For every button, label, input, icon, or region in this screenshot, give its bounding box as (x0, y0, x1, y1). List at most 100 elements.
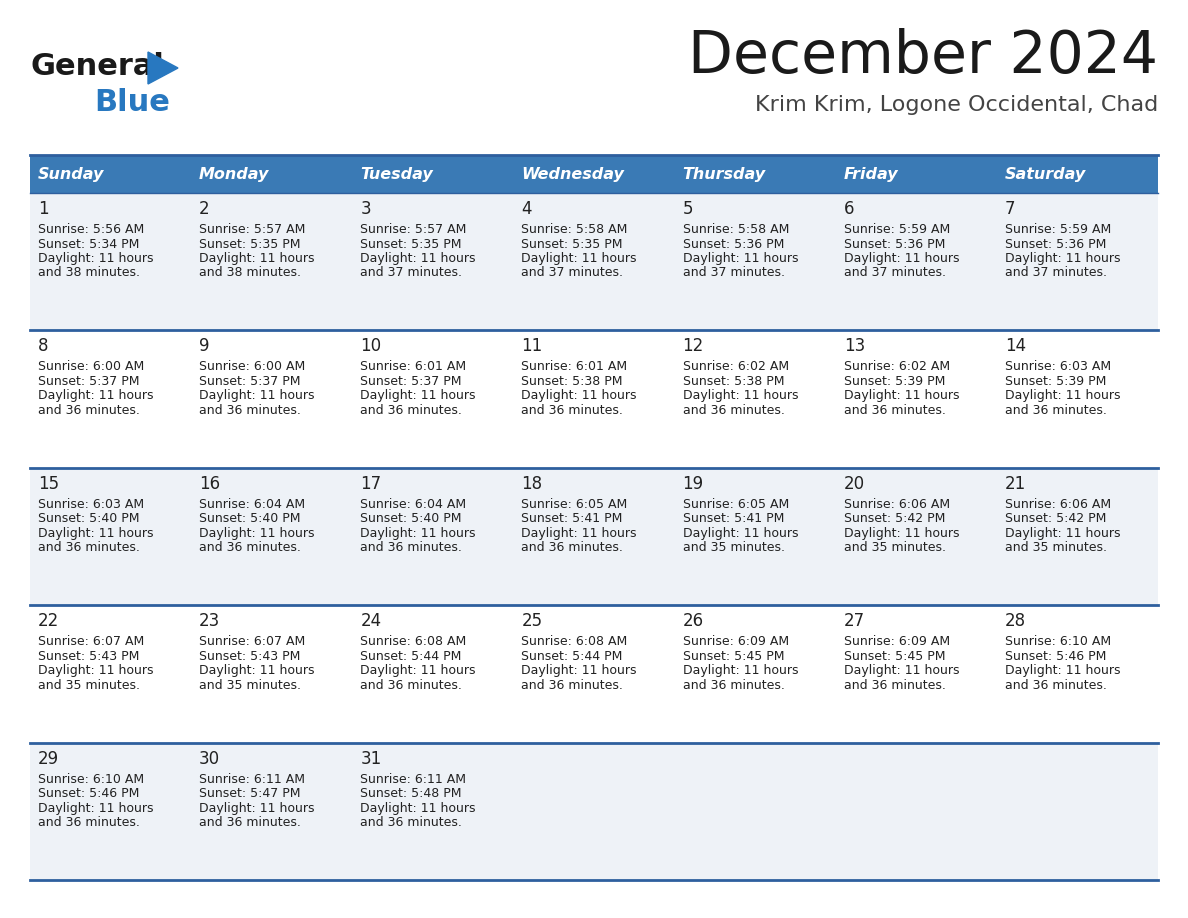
Bar (997, 193, 1158, 330)
Text: and 36 minutes.: and 36 minutes. (522, 404, 624, 417)
Text: and 36 minutes.: and 36 minutes. (1005, 678, 1107, 691)
Text: Daylight: 11 hours: Daylight: 11 hours (522, 389, 637, 402)
Text: Daylight: 11 hours: Daylight: 11 hours (360, 801, 475, 814)
Text: Daylight: 11 hours: Daylight: 11 hours (1005, 252, 1120, 265)
Bar (675, 155, 835, 193)
Bar (513, 193, 675, 330)
Text: Sunset: 5:40 PM: Sunset: 5:40 PM (360, 512, 462, 525)
Text: 20: 20 (843, 475, 865, 493)
Text: Sunrise: 5:59 AM: Sunrise: 5:59 AM (843, 223, 950, 236)
Text: Saturday: Saturday (1005, 167, 1086, 183)
Text: and 36 minutes.: and 36 minutes. (843, 404, 946, 417)
Text: Sunrise: 6:04 AM: Sunrise: 6:04 AM (360, 498, 467, 510)
Text: 29: 29 (38, 750, 59, 767)
Text: Daylight: 11 hours: Daylight: 11 hours (843, 252, 959, 265)
Bar (997, 605, 1158, 743)
Text: 23: 23 (200, 612, 221, 630)
Text: and 36 minutes.: and 36 minutes. (38, 542, 140, 554)
Polygon shape (148, 52, 178, 84)
Text: Sunset: 5:38 PM: Sunset: 5:38 PM (522, 375, 623, 388)
Bar (513, 605, 675, 743)
Text: Sunrise: 6:06 AM: Sunrise: 6:06 AM (843, 498, 950, 510)
Bar (997, 468, 1158, 605)
Text: Sunrise: 6:02 AM: Sunrise: 6:02 AM (683, 361, 789, 374)
Bar (513, 155, 675, 193)
Text: 21: 21 (1005, 475, 1026, 493)
Text: Sunset: 5:43 PM: Sunset: 5:43 PM (200, 650, 301, 663)
Text: Daylight: 11 hours: Daylight: 11 hours (360, 527, 475, 540)
Text: Sunset: 5:38 PM: Sunset: 5:38 PM (683, 375, 784, 388)
Text: and 38 minutes.: and 38 minutes. (38, 266, 140, 279)
Text: Daylight: 11 hours: Daylight: 11 hours (522, 665, 637, 677)
Text: and 36 minutes.: and 36 minutes. (200, 404, 301, 417)
Text: and 36 minutes.: and 36 minutes. (38, 816, 140, 829)
Bar (997, 330, 1158, 468)
Text: 4: 4 (522, 200, 532, 218)
Text: and 36 minutes.: and 36 minutes. (1005, 404, 1107, 417)
Text: Sunset: 5:43 PM: Sunset: 5:43 PM (38, 650, 139, 663)
Text: Sunset: 5:42 PM: Sunset: 5:42 PM (1005, 512, 1106, 525)
Text: and 36 minutes.: and 36 minutes. (360, 404, 462, 417)
Text: Daylight: 11 hours: Daylight: 11 hours (843, 389, 959, 402)
Text: 8: 8 (38, 338, 49, 355)
Text: Sunrise: 6:04 AM: Sunrise: 6:04 AM (200, 498, 305, 510)
Text: Daylight: 11 hours: Daylight: 11 hours (1005, 527, 1120, 540)
Bar (675, 330, 835, 468)
Text: Sunrise: 6:03 AM: Sunrise: 6:03 AM (38, 498, 144, 510)
Text: Sunday: Sunday (38, 167, 105, 183)
Bar (30, 605, 191, 743)
Text: Sunrise: 6:11 AM: Sunrise: 6:11 AM (360, 773, 466, 786)
Text: Sunset: 5:35 PM: Sunset: 5:35 PM (522, 238, 623, 251)
Bar (835, 743, 997, 880)
Text: Sunset: 5:36 PM: Sunset: 5:36 PM (843, 238, 946, 251)
Text: 3: 3 (360, 200, 371, 218)
Text: Sunset: 5:34 PM: Sunset: 5:34 PM (38, 238, 139, 251)
Bar (997, 155, 1158, 193)
Text: 16: 16 (200, 475, 220, 493)
Text: and 36 minutes.: and 36 minutes. (200, 816, 301, 829)
Text: Sunset: 5:41 PM: Sunset: 5:41 PM (522, 512, 623, 525)
Text: Daylight: 11 hours: Daylight: 11 hours (200, 527, 315, 540)
Text: 6: 6 (843, 200, 854, 218)
Text: Sunset: 5:44 PM: Sunset: 5:44 PM (360, 650, 462, 663)
Text: Sunset: 5:40 PM: Sunset: 5:40 PM (200, 512, 301, 525)
Text: 27: 27 (843, 612, 865, 630)
Text: Daylight: 11 hours: Daylight: 11 hours (38, 801, 153, 814)
Text: and 37 minutes.: and 37 minutes. (522, 266, 624, 279)
Bar (30, 743, 191, 880)
Text: Sunrise: 5:58 AM: Sunrise: 5:58 AM (683, 223, 789, 236)
Text: 14: 14 (1005, 338, 1026, 355)
Bar (835, 330, 997, 468)
Text: Friday: Friday (843, 167, 898, 183)
Text: Sunrise: 6:10 AM: Sunrise: 6:10 AM (38, 773, 144, 786)
Text: 25: 25 (522, 612, 543, 630)
Text: and 36 minutes.: and 36 minutes. (683, 678, 784, 691)
Text: Daylight: 11 hours: Daylight: 11 hours (683, 252, 798, 265)
Bar (30, 468, 191, 605)
Bar (191, 468, 353, 605)
Text: Daylight: 11 hours: Daylight: 11 hours (843, 527, 959, 540)
Text: 11: 11 (522, 338, 543, 355)
Text: Daylight: 11 hours: Daylight: 11 hours (360, 665, 475, 677)
Bar (353, 468, 513, 605)
Text: and 35 minutes.: and 35 minutes. (843, 542, 946, 554)
Bar (835, 468, 997, 605)
Text: Daylight: 11 hours: Daylight: 11 hours (38, 252, 153, 265)
Bar (30, 155, 191, 193)
Bar (191, 193, 353, 330)
Text: Daylight: 11 hours: Daylight: 11 hours (522, 527, 637, 540)
Bar (30, 193, 191, 330)
Text: Sunrise: 6:11 AM: Sunrise: 6:11 AM (200, 773, 305, 786)
Text: 22: 22 (38, 612, 59, 630)
Text: Sunrise: 6:09 AM: Sunrise: 6:09 AM (683, 635, 789, 648)
Text: and 36 minutes.: and 36 minutes. (522, 678, 624, 691)
Text: Krim Krim, Logone Occidental, Chad: Krim Krim, Logone Occidental, Chad (754, 95, 1158, 115)
Text: 2: 2 (200, 200, 210, 218)
Text: Sunrise: 6:01 AM: Sunrise: 6:01 AM (360, 361, 467, 374)
Bar (835, 605, 997, 743)
Text: Sunset: 5:46 PM: Sunset: 5:46 PM (1005, 650, 1106, 663)
Text: 13: 13 (843, 338, 865, 355)
Text: Sunset: 5:47 PM: Sunset: 5:47 PM (200, 787, 301, 800)
Text: Monday: Monday (200, 167, 270, 183)
Text: 31: 31 (360, 750, 381, 767)
